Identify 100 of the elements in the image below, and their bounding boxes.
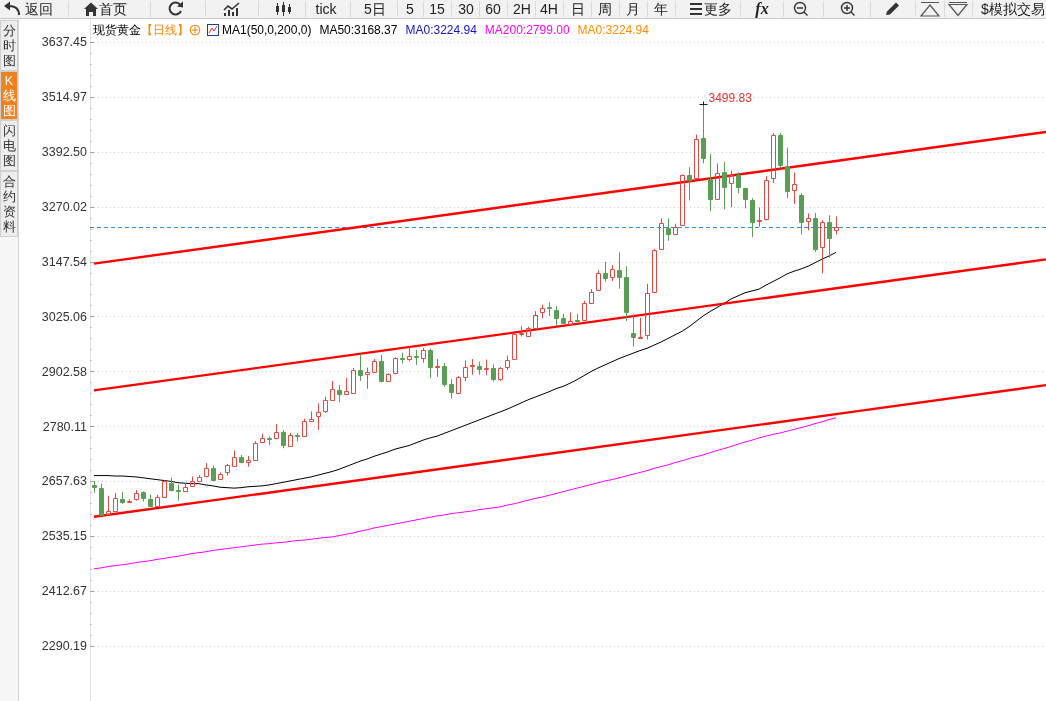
candlestick [379,354,384,383]
candlestick [281,429,286,449]
candlestick [477,361,482,376]
candlestick [827,214,832,259]
candlestick [127,498,132,504]
candlestick [743,187,748,209]
candlestick [694,134,699,180]
annotation: MA0:3224.94 [405,23,478,37]
candlestick [253,440,258,461]
candlestick [540,304,545,319]
text: 30 [458,1,474,17]
candlestick [218,471,223,481]
text: 2H [513,1,531,17]
line-series [93,417,837,570]
candlestick [225,463,230,477]
candlestick [533,310,538,329]
candlestick [638,317,643,339]
text: 日 [571,1,585,17]
candlestick [351,367,356,395]
candlestick [834,216,839,235]
candlestick [596,269,601,291]
candlestick [764,175,769,222]
candlestick [519,325,524,338]
text: 5 [406,1,415,17]
candlestick [169,477,174,492]
candlestick [372,358,377,373]
text: tick [315,1,338,17]
candlestick [288,432,293,447]
candlestick [400,352,405,365]
candlestick [617,251,622,290]
candlestick [323,396,328,414]
candlestick [582,300,587,322]
text: 5日 [364,1,386,17]
candlestick [652,248,657,293]
text: 周 [598,1,612,17]
candlestick [393,356,398,375]
candlestick [750,197,755,238]
candlestick [260,433,265,444]
candlestick [659,217,664,250]
candlestick [806,212,811,231]
candlestick [729,170,734,208]
candlestick [365,367,370,390]
candlestick [778,132,783,170]
candlestick [722,161,727,210]
text: 60 [485,1,501,17]
candlestick [491,363,496,382]
candlestick [386,372,391,382]
candlestick [463,359,468,382]
text: $模拟交易 [981,1,1045,17]
candlestick [820,219,825,274]
candlestick [526,326,531,337]
candlestick [680,173,685,226]
candlestick [785,147,790,199]
candlestick [246,455,251,468]
candlestick [176,484,181,502]
candlestick [358,353,363,382]
candlestick [267,436,272,446]
candlestick [687,166,692,201]
candlestick [148,493,153,507]
candlestick [274,423,279,440]
candlestick [498,366,503,382]
candlestick [624,265,629,322]
candlestick [512,332,517,360]
text: 4H [540,1,558,17]
candlestick [302,418,307,438]
candlestick [239,454,244,463]
candlestick [407,346,412,362]
candlestick [190,475,195,487]
candlestick [344,377,349,395]
candlestick [309,410,314,422]
candlestick [771,132,776,184]
candlestick [456,375,461,394]
text: MA200:2799.00 [484,23,570,37]
candlestick [673,223,678,235]
candlestick [414,349,419,366]
candlestick [736,171,741,194]
candlestick [295,432,300,443]
text: 更多 [704,1,732,17]
candlestick [316,402,321,431]
candlestick [470,358,475,376]
candlestick [645,283,650,340]
candlestick [799,192,804,235]
text: 返回 [25,1,53,17]
candlestick [330,380,335,401]
candlestick [554,305,559,327]
annotation: MA0:3224.94 [577,23,650,37]
candlestick [120,491,125,505]
candlestick [792,172,797,205]
chart-title: 现货黄金 [93,23,141,37]
candlestick [631,313,636,347]
candlestick [421,347,426,364]
candlestick [211,465,216,482]
candlestick [99,483,104,516]
candlestick [568,311,573,325]
candlestick [435,358,440,378]
candlestick [183,483,188,493]
candlestick [701,103,706,164]
annotation: MA1(50,0,200,0) [222,23,312,37]
candlestick [428,348,433,379]
candlestick [561,313,566,325]
